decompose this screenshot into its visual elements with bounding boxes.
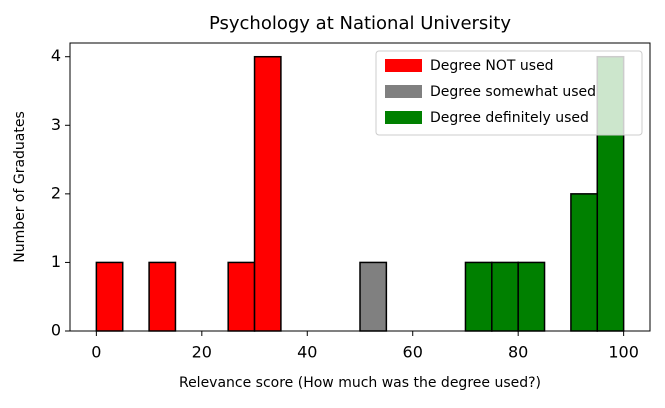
bar (253, 55, 282, 332)
bar (491, 261, 519, 332)
legend-box (375, 50, 643, 136)
x-tick-label: 20 (192, 343, 212, 362)
x-tick-label: 60 (403, 343, 423, 362)
legend-label: Degree NOT used (430, 58, 554, 74)
x-axis-label: Relevance score (How much was the degree… (179, 375, 541, 391)
y-axis-label: Number of Graduates (12, 111, 28, 263)
legend-swatch (385, 111, 422, 124)
legend-label: Degree somewhat used (430, 84, 596, 100)
axes-frame (69, 42, 651, 332)
x-tick-label: 100 (608, 343, 639, 362)
legend-swatch (385, 85, 422, 98)
bar (517, 261, 546, 332)
y-tick-label: 4 (51, 46, 61, 65)
legend: Degree NOT used Degree somewhat used Degre… (375, 50, 643, 136)
bar (227, 261, 256, 332)
y-tick-label: 1 (51, 252, 61, 271)
bar (570, 193, 599, 332)
bar (148, 261, 177, 332)
bar (359, 261, 388, 332)
legend-swatch (385, 59, 422, 72)
bar (464, 261, 493, 332)
y-tick-label: 3 (51, 115, 61, 134)
x-tick-label: 0 (91, 343, 101, 362)
x-tick-label: 40 (297, 343, 317, 362)
y-tick-label: 2 (51, 183, 61, 202)
y-tick-label: 0 (51, 321, 61, 340)
chart-title: Psychology at National University (209, 13, 511, 34)
bar (95, 261, 124, 332)
legend-label: Degree definitely used (430, 110, 589, 126)
x-tick-label: 80 (508, 343, 528, 362)
